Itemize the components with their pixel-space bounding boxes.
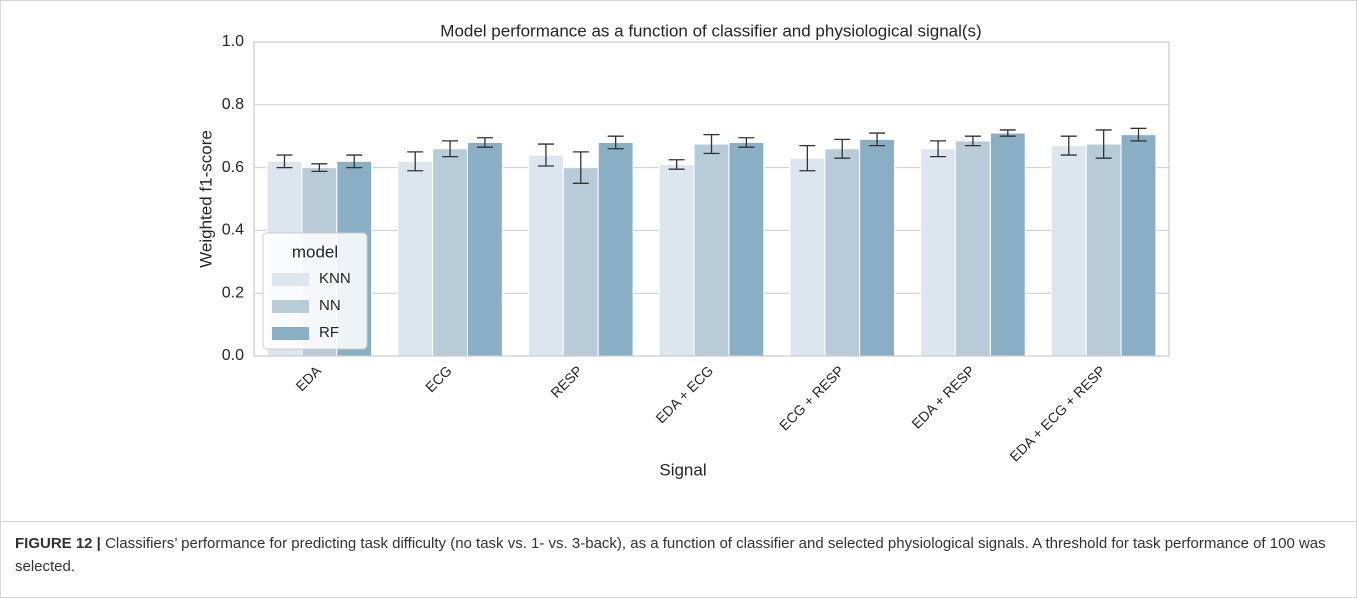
chart-title: Model performance as a function of class… bbox=[440, 21, 981, 40]
bar bbox=[467, 141, 503, 357]
error-bar bbox=[476, 137, 493, 148]
bar bbox=[859, 138, 896, 357]
y-tick-label: 0.6 bbox=[222, 159, 244, 176]
legend-swatch bbox=[272, 273, 309, 286]
caption-text: Classifiers’ performance for predicting … bbox=[15, 535, 1326, 575]
x-tick-label: ECG + RESP bbox=[776, 362, 847, 433]
error-bar bbox=[799, 144, 816, 172]
bar bbox=[597, 141, 634, 357]
error-bar bbox=[1130, 127, 1147, 142]
error-bar bbox=[407, 151, 424, 172]
bar bbox=[693, 143, 730, 357]
error-bar bbox=[276, 154, 293, 169]
bar bbox=[658, 163, 695, 357]
y-axis-label: Weighted f1-score bbox=[196, 130, 215, 268]
plot-frame bbox=[253, 41, 1170, 357]
legend-label: NN bbox=[319, 297, 341, 314]
error-bar bbox=[537, 143, 554, 167]
x-tick-label: EDA bbox=[292, 362, 324, 394]
x-axis-label: Signal bbox=[659, 460, 706, 479]
legend-box bbox=[262, 232, 368, 350]
error-bar bbox=[834, 138, 851, 159]
y-tick-label: 1.0 bbox=[222, 33, 244, 50]
legend-swatch bbox=[272, 300, 309, 313]
error-bar bbox=[869, 132, 886, 147]
bar bbox=[397, 160, 434, 357]
error-bar bbox=[1095, 129, 1112, 159]
legend-swatch bbox=[272, 327, 309, 340]
error-bar bbox=[346, 154, 363, 169]
y-tick-label: 0.2 bbox=[222, 284, 244, 301]
legend-title: model bbox=[292, 242, 338, 261]
bar bbox=[1120, 134, 1157, 357]
error-bar bbox=[999, 129, 1016, 137]
error-bar bbox=[703, 133, 720, 155]
error-bar bbox=[311, 163, 328, 173]
bar bbox=[824, 148, 861, 357]
y-tick-label: 0.4 bbox=[222, 222, 244, 239]
bar bbox=[920, 148, 957, 357]
caption: FIGURE 12 | Classifiers’ performance for… bbox=[1, 521, 1356, 578]
caption-label: FIGURE 12 | bbox=[15, 535, 101, 552]
x-tick-label: EDA + ECG + RESP bbox=[1006, 362, 1108, 464]
bar bbox=[1050, 145, 1087, 357]
bar bbox=[1085, 143, 1122, 357]
bar bbox=[955, 140, 991, 357]
legend-label: RF bbox=[319, 324, 339, 341]
error-bar bbox=[738, 137, 755, 148]
error-bar bbox=[668, 159, 685, 170]
bar bbox=[789, 157, 826, 357]
error-bar bbox=[964, 135, 981, 147]
bar bbox=[432, 148, 468, 357]
bar bbox=[528, 154, 564, 357]
chart: Model performance as a function of class… bbox=[196, 21, 1170, 479]
bar bbox=[728, 141, 765, 357]
x-tick-label: RESP bbox=[547, 362, 585, 400]
error-bar bbox=[442, 140, 459, 158]
x-tick-label: EDA + RESP bbox=[908, 362, 977, 431]
x-tick-label: ECG bbox=[422, 362, 455, 395]
legend-label: KNN bbox=[319, 270, 351, 287]
error-bar bbox=[930, 140, 947, 158]
x-tick-label: EDA + ECG bbox=[652, 362, 716, 426]
y-tick-label: 0.8 bbox=[222, 96, 244, 113]
bar bbox=[562, 167, 599, 357]
error-bar bbox=[607, 135, 624, 150]
error-bar bbox=[1060, 135, 1077, 156]
y-tick-label: 0.0 bbox=[222, 347, 244, 364]
bar bbox=[989, 132, 1026, 357]
error-bar bbox=[572, 151, 589, 184]
